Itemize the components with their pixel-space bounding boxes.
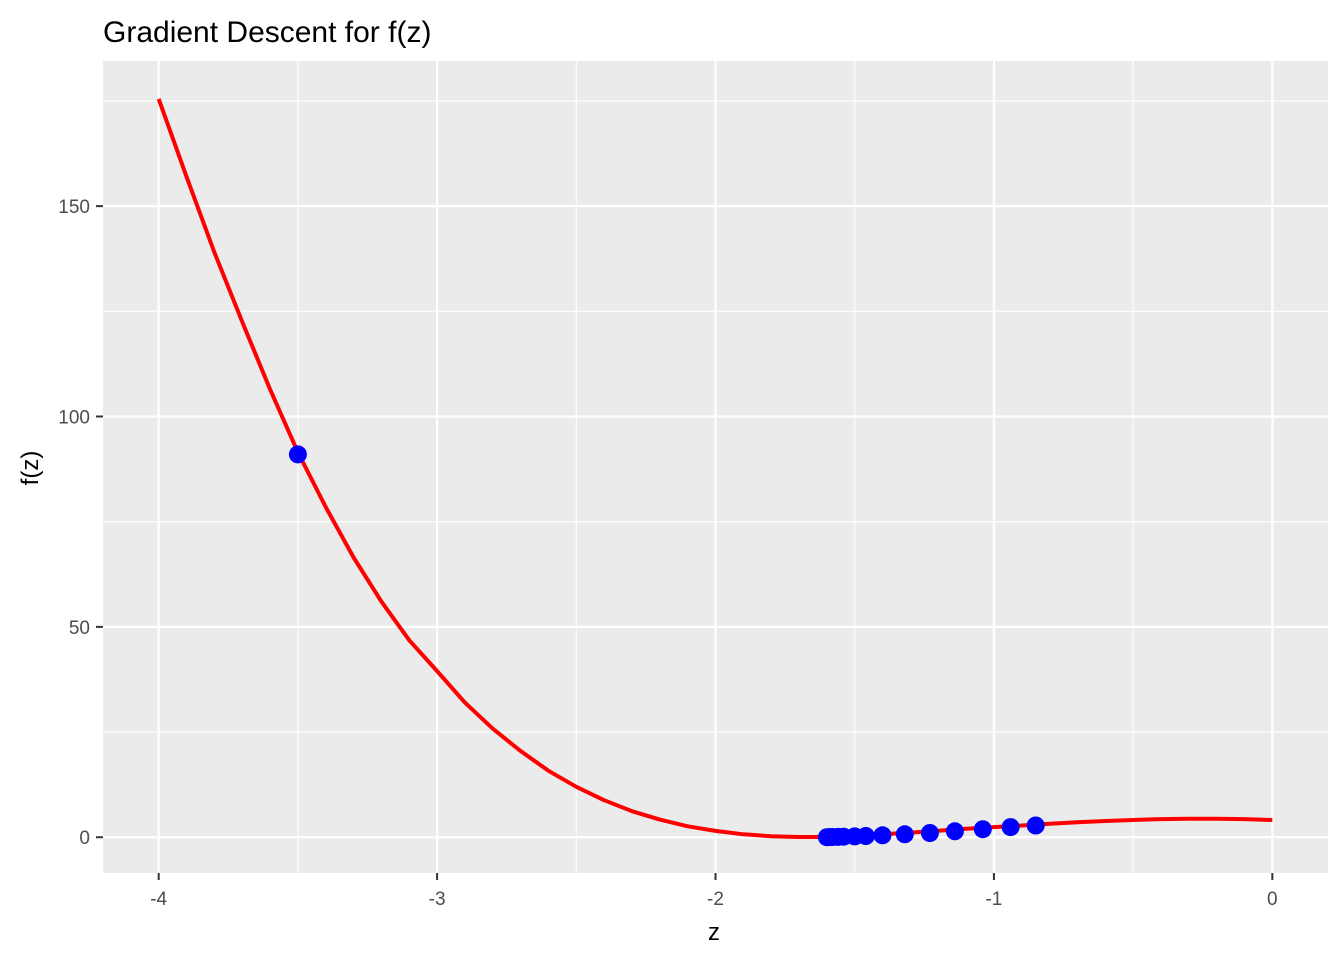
descent-step-point [1001,818,1020,837]
descent-step-point [973,820,992,839]
function-curve-line [156,98,1273,839]
y-tick-label: 0 [79,828,90,849]
x-tick-label: -1 [985,889,1002,910]
data-marks [156,98,1273,847]
chart-title: Gradient Descent for f(z) [103,16,431,49]
descent-step-point [895,825,914,844]
descent-step-point [873,826,892,845]
x-tick-label: -4 [150,889,167,910]
y-axis-title: f(z) [17,451,44,486]
x-tick-label: 0 [1267,889,1278,910]
x-axis: -4 -3 -2 -1 0 [150,873,1278,910]
descent-step-point [945,822,964,841]
descent-step-point [1026,816,1045,835]
x-tick-label: -2 [707,889,724,910]
descent-step-point [920,824,939,842]
y-tick-label: 50 [69,618,90,639]
y-tick-label: 150 [58,197,90,218]
y-tick-label: 100 [58,408,90,429]
x-axis-title: z [708,919,720,946]
y-axis: 0 50 100 150 [58,197,103,849]
x-tick-label: -3 [429,889,446,910]
descent-step-point [288,445,307,464]
descent-step-point [817,828,836,847]
major-gridlines [103,61,1328,873]
